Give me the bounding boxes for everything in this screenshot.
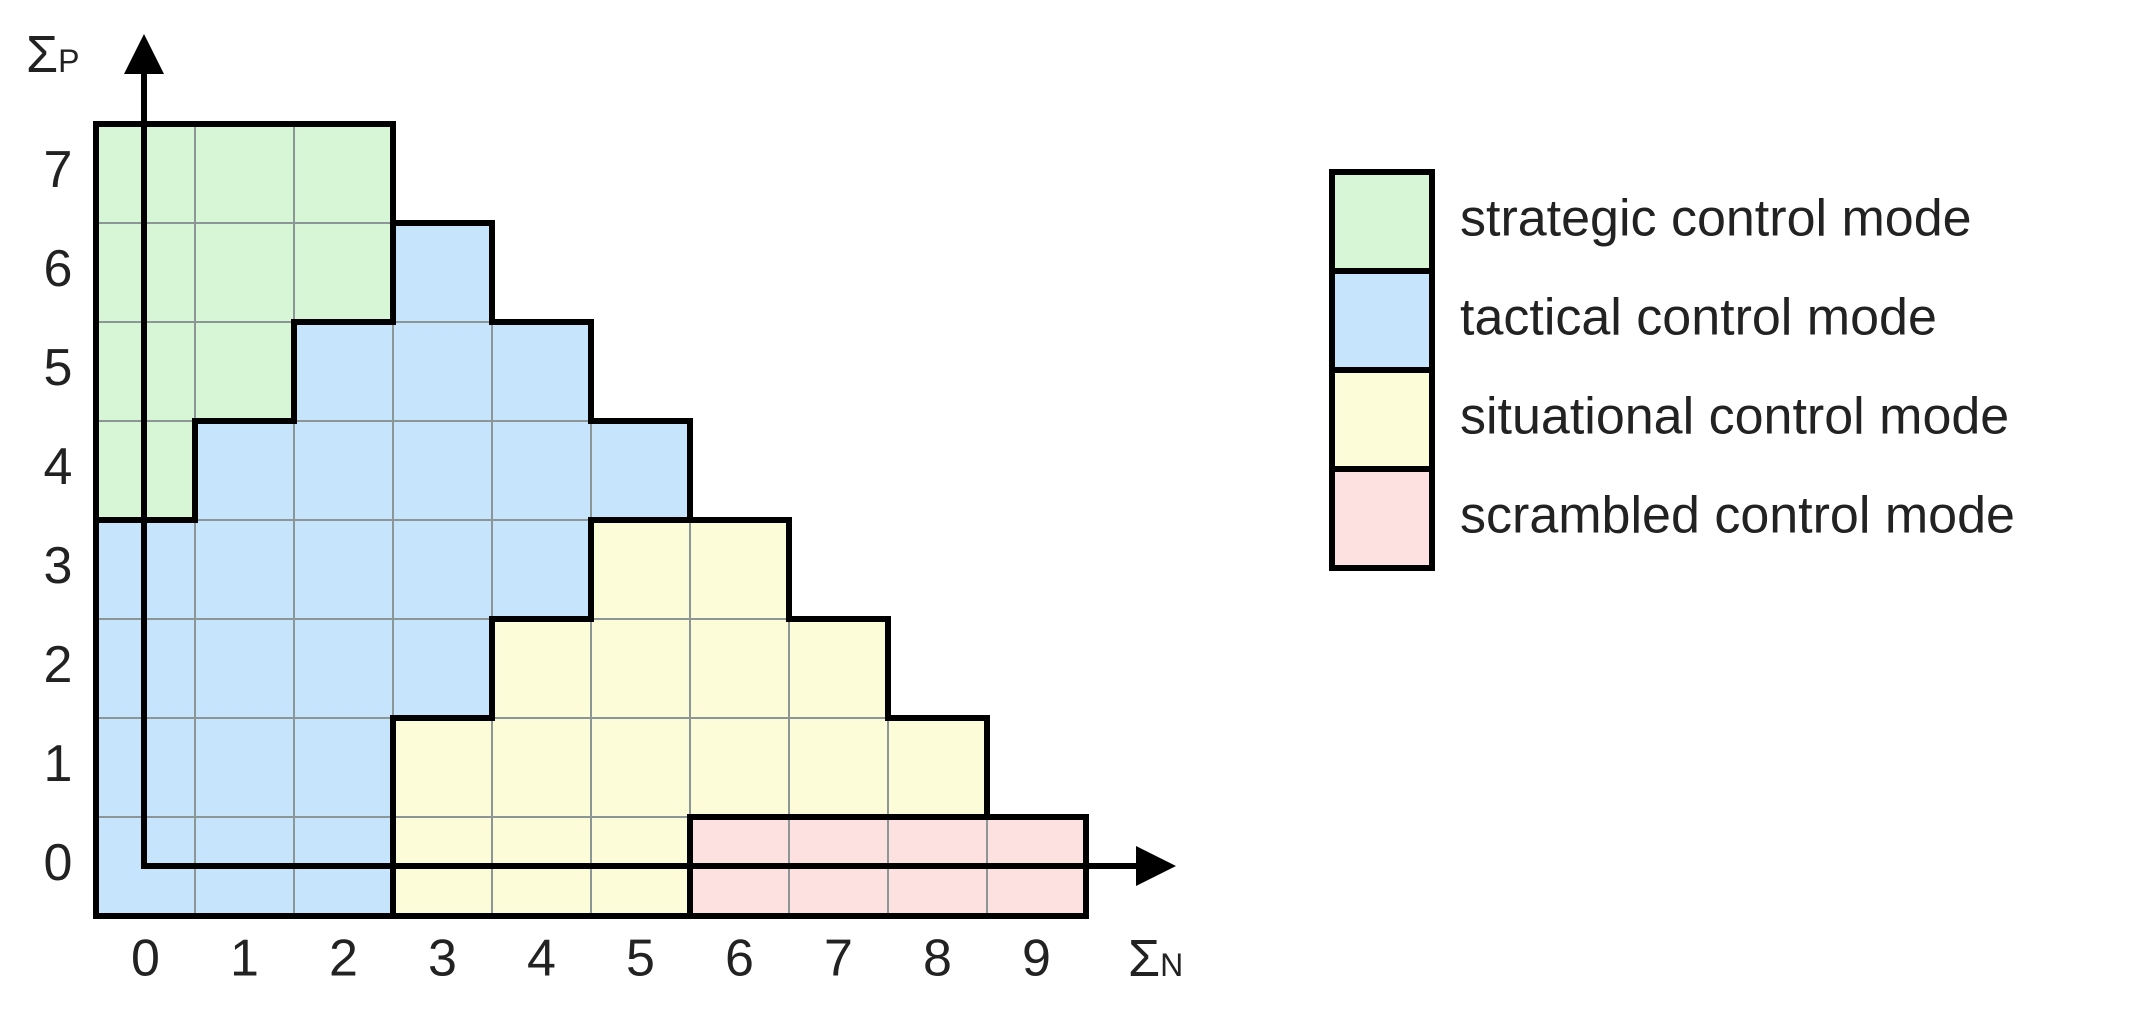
- grid-cell: [491, 519, 592, 620]
- grid-cell: [293, 420, 394, 521]
- grid-cell: [293, 618, 394, 719]
- grid-cell: [392, 519, 493, 620]
- grid-cell: [689, 717, 790, 818]
- y-tick-label: 0: [44, 834, 73, 892]
- grid-cell: [689, 519, 790, 620]
- x-axis-arrow: [1136, 846, 1176, 886]
- axes: [124, 34, 1176, 886]
- y-axis-subscript: P: [58, 43, 79, 79]
- legend-label: tactical control mode: [1460, 289, 1937, 347]
- legend-label: situational control mode: [1460, 388, 2009, 446]
- x-tick-label: 8: [923, 930, 952, 988]
- grid-cell: [491, 618, 592, 719]
- x-tick-label: 7: [824, 930, 853, 988]
- grid-cell: [590, 420, 691, 521]
- grid-cell: [392, 321, 493, 422]
- y-tick-label: 4: [44, 438, 73, 496]
- x-tick-label: 1: [230, 930, 259, 988]
- grid-cell: [293, 717, 394, 818]
- y-tick-label: 5: [44, 339, 73, 397]
- x-axis-symbol: Σ: [1128, 930, 1160, 988]
- grid-cell: [194, 420, 295, 521]
- grid-cell: [590, 618, 691, 719]
- y-tick-label: 2: [44, 636, 73, 694]
- grid-cell: [392, 717, 493, 818]
- x-axis-label: ΣN: [1128, 930, 1183, 988]
- grid-cell: [392, 222, 493, 323]
- x-tick-label: 2: [329, 930, 358, 988]
- grid-cell: [194, 717, 295, 818]
- legend-swatch: [1329, 367, 1435, 472]
- x-tick-label: 9: [1022, 930, 1051, 988]
- y-axis-arrow: [124, 34, 164, 74]
- grid-cell: [491, 321, 592, 422]
- grid-cell: [491, 717, 592, 818]
- tick-labels: 0 1 2 3 4 5 6 7 8 9 7 6 5 4 3 2 1 0: [44, 141, 1051, 988]
- grid-cell: [689, 618, 790, 719]
- y-tick-label: 1: [44, 735, 73, 793]
- grid-cell: [194, 123, 295, 224]
- legend-swatch: [1329, 268, 1435, 373]
- grid-cell: [293, 321, 394, 422]
- grid-cell: [194, 618, 295, 719]
- grid-cell: [590, 519, 691, 620]
- grid-cell: [392, 618, 493, 719]
- grid-cell: [887, 717, 988, 818]
- grid-cell: [194, 519, 295, 620]
- y-axis-symbol: Σ: [26, 26, 58, 84]
- grid-cell: [194, 321, 295, 422]
- grid-cell: [491, 420, 592, 521]
- legend-swatch: [1329, 169, 1435, 274]
- grid-cell: [293, 123, 394, 224]
- grid-cell: [788, 717, 889, 818]
- x-tick-label: 6: [725, 930, 754, 988]
- grid-cell: [788, 618, 889, 719]
- x-tick-label: 5: [626, 930, 655, 988]
- grid-cell: [194, 222, 295, 323]
- y-tick-label: 3: [44, 537, 73, 595]
- y-axis-label: ΣP: [26, 26, 80, 84]
- x-tick-label: 4: [527, 930, 556, 988]
- grid-cell: [293, 519, 394, 620]
- x-axis-subscript: N: [1160, 947, 1183, 983]
- grid-cell: [590, 717, 691, 818]
- x-tick-label: 3: [428, 930, 457, 988]
- legend: strategic control mode tactical control m…: [1329, 169, 2015, 571]
- y-tick-label: 6: [44, 240, 73, 298]
- x-tick-label: 0: [131, 930, 160, 988]
- legend-swatch: [1329, 466, 1435, 571]
- grid-cell: [392, 420, 493, 521]
- grid-cell: [293, 222, 394, 323]
- y-tick-label: 7: [44, 141, 73, 199]
- legend-label: scrambled control mode: [1460, 487, 2015, 545]
- legend-label: strategic control mode: [1460, 190, 1972, 248]
